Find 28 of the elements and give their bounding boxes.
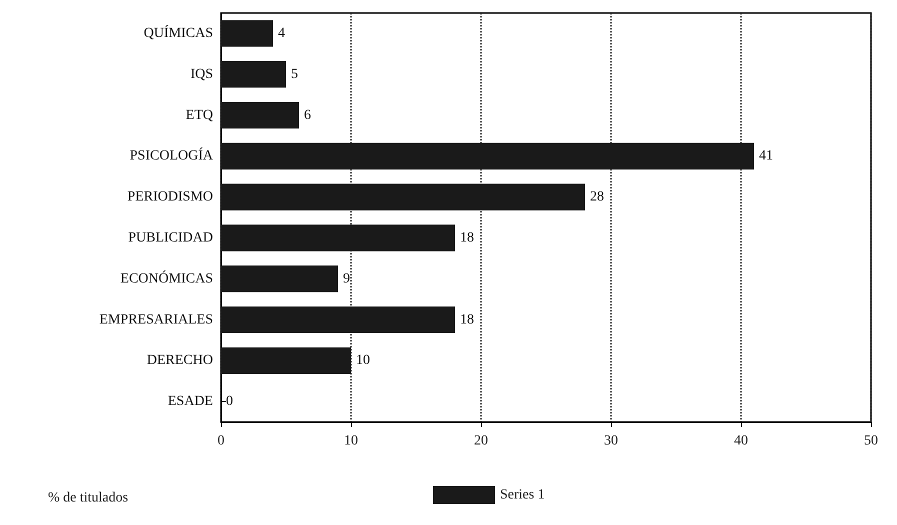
data-label: 9 <box>343 271 350 286</box>
x-tick-label: 40 <box>734 434 748 448</box>
y-tick-label: PSICOLOGÍA <box>130 146 214 164</box>
x-tick-label: 50 <box>864 434 878 448</box>
y-tick-label: ETQ <box>186 108 213 123</box>
y-tick-label: PUBLICIDAD <box>128 230 213 246</box>
data-label: 18 <box>460 230 474 246</box>
data-label: 10 <box>356 353 370 368</box>
y-tick-label: DERECHO <box>146 353 213 368</box>
data-label: 5 <box>291 66 298 82</box>
y-tick-label: EMPRESARIALES <box>99 312 213 328</box>
y-tick-label: IQS <box>190 66 213 82</box>
data-label: 6 <box>304 108 311 123</box>
y-tick-label: ECONÓMICAS <box>120 269 213 286</box>
data-label: 18 <box>460 312 474 328</box>
data-label: 28 <box>590 190 604 205</box>
x-tick-label: 10 <box>344 434 358 448</box>
x-tick-label: 0 <box>218 434 224 448</box>
legend-label: Series 1 <box>500 488 545 502</box>
data-label: 4 <box>278 26 285 41</box>
y-tick-label: PERIODISMO <box>127 190 213 205</box>
x-tick-label: 30 <box>604 434 618 448</box>
y-tick-label: ESADE <box>168 394 213 410</box>
x-axis-title: % de titulados <box>48 490 128 506</box>
y-tick-label: QUÍMICAS <box>144 24 213 41</box>
data-label: 0 <box>226 394 233 410</box>
x-tick-label: 20 <box>474 434 488 448</box>
data-label: 41 <box>759 148 773 164</box>
